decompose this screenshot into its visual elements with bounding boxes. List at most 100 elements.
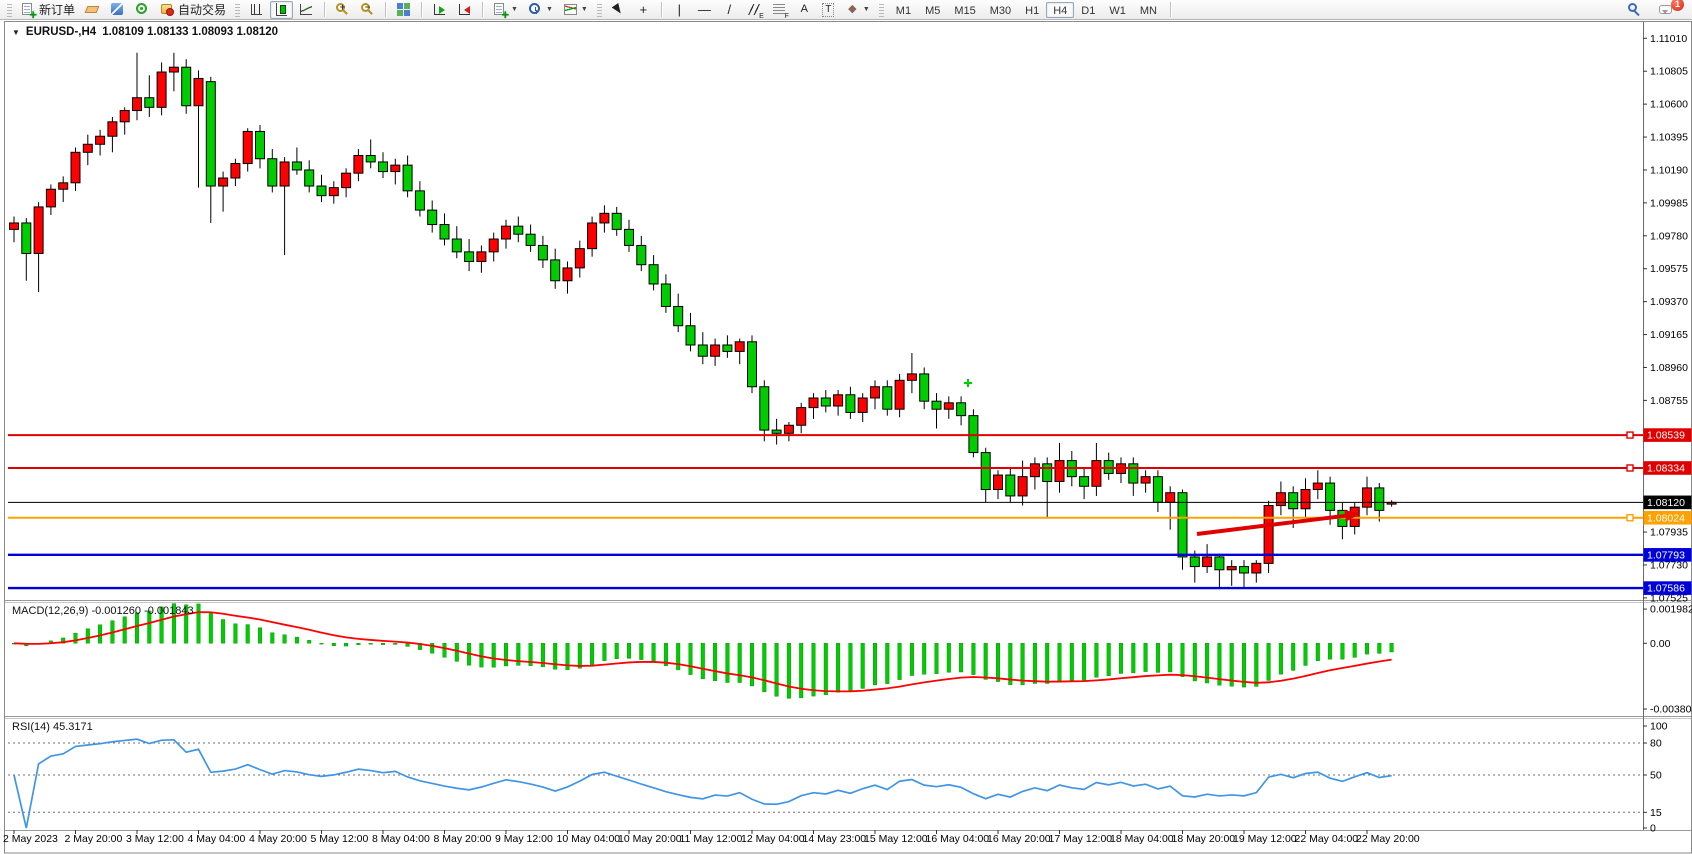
candle-body bbox=[1042, 463, 1053, 482]
price-axis-tick: 1.09575 bbox=[1650, 263, 1688, 275]
candle-body bbox=[808, 397, 819, 409]
toolbar-grip[interactable] bbox=[7, 2, 12, 17]
current-price-label bbox=[1643, 495, 1692, 510]
time-axis-label: 11 May 12:00 bbox=[680, 833, 743, 845]
toolbar-separator bbox=[482, 2, 484, 17]
search-button[interactable] bbox=[1622, 1, 1645, 19]
candle-body bbox=[255, 130, 265, 160]
candle-body bbox=[685, 325, 696, 346]
line-chart-button[interactable] bbox=[295, 1, 318, 19]
candle-body bbox=[21, 222, 32, 254]
candle-body bbox=[1362, 487, 1372, 508]
candle-body bbox=[168, 66, 179, 73]
cursor-tool-button[interactable] bbox=[607, 1, 630, 20]
indicators-button[interactable]: ▼ bbox=[559, 1, 592, 19]
price-axis-tick: 1.10190 bbox=[1650, 164, 1688, 176]
new-chart-button[interactable]: ▼ bbox=[489, 1, 522, 21]
arrow-head[interactable] bbox=[1344, 509, 1360, 522]
tile-windows-icon bbox=[396, 2, 411, 17]
candle-body bbox=[722, 344, 733, 352]
shapes-tool-button[interactable]: ◆ ▼ bbox=[841, 1, 874, 19]
timeframe-M30[interactable]: M30 bbox=[989, 4, 1012, 17]
line-handle[interactable] bbox=[1626, 431, 1634, 439]
candle-body bbox=[697, 344, 708, 357]
timeframe-M1[interactable]: M1 bbox=[895, 4, 912, 17]
vertical-line-tool-button[interactable]: | bbox=[668, 1, 691, 19]
macd-axis-tick: 0.00 bbox=[1650, 638, 1671, 650]
candle-body bbox=[673, 305, 684, 327]
timeframe-M5[interactable]: M5 bbox=[925, 4, 941, 17]
toolbar-separator bbox=[660, 2, 662, 17]
chart-title-symbol: EURUSD-,H4 bbox=[25, 26, 97, 38]
toolbar-grip[interactable] bbox=[596, 2, 602, 17]
time-axis-label: 9 May 12:00 bbox=[495, 833, 553, 845]
candle-body bbox=[1202, 556, 1213, 568]
text-label-tool-button[interactable]: T bbox=[818, 1, 839, 19]
indicators-icon bbox=[563, 2, 578, 17]
fibonacci-tool-button[interactable]: F bbox=[768, 1, 791, 20]
zoom-in-button[interactable] bbox=[331, 1, 354, 19]
chart-background bbox=[0, 20, 1692, 854]
new-order-label: 新订单 bbox=[39, 3, 76, 17]
time-axis-label: 10 May 04:00 bbox=[557, 833, 621, 845]
candle-body bbox=[242, 130, 253, 165]
text-tool-button[interactable]: A bbox=[793, 1, 816, 19]
chart-shift-button[interactable] bbox=[453, 1, 476, 19]
signals-button[interactable] bbox=[131, 1, 154, 19]
time-axis[interactable]: 2 May 2023 2 May 20:00 3 May 12:00 4 May 04… bbox=[3, 830, 1420, 845]
periods-button[interactable]: ▼ bbox=[524, 1, 557, 19]
market-watch-button[interactable] bbox=[106, 1, 129, 19]
timeframe-W1[interactable]: W1 bbox=[1109, 4, 1126, 17]
horizontal-line-icon: — bbox=[697, 2, 711, 17]
level-line-label bbox=[1643, 510, 1692, 525]
new-order-button[interactable]: 新订单 bbox=[17, 1, 79, 21]
rsi-axis: 100 80 50 15 0 bbox=[1643, 721, 1668, 835]
arrow-annotation[interactable] bbox=[1196, 513, 1346, 536]
auto-scroll-button[interactable] bbox=[428, 1, 451, 19]
candle-body bbox=[857, 397, 868, 413]
timeframe-H4[interactable]: H4 bbox=[1046, 1, 1075, 18]
macd-axis-tick: 0.001982 bbox=[1650, 604, 1692, 616]
candlestick-chart-button[interactable] bbox=[270, 0, 294, 19]
crosshair-tool-button[interactable]: + bbox=[632, 1, 655, 19]
time-axis-label: 8 May 04:00 bbox=[372, 833, 430, 845]
plus-marker-annotation[interactable] bbox=[964, 379, 972, 387]
rsi-axis-tick: 0 bbox=[1650, 823, 1656, 835]
timeframe-MN[interactable]: MN bbox=[1139, 4, 1157, 17]
bar-chart-button[interactable] bbox=[245, 1, 268, 19]
candle-body bbox=[33, 206, 44, 254]
line-handle[interactable] bbox=[1626, 464, 1634, 472]
text-label-icon: T bbox=[822, 2, 835, 17]
time-axis-label: 22 May 20:00 bbox=[1356, 833, 1420, 845]
toolbar-right-tools: 1 bbox=[1622, 0, 1688, 19]
candle-body bbox=[710, 344, 721, 357]
rsi-axis-tick: 100 bbox=[1650, 721, 1668, 733]
zoom-out-button[interactable] bbox=[356, 1, 379, 19]
channel-tool-button[interactable]: E bbox=[743, 1, 766, 20]
macd-signal-line bbox=[13, 611, 1392, 693]
candle-body bbox=[648, 264, 659, 285]
eraser-button[interactable] bbox=[81, 1, 104, 19]
candle-body bbox=[119, 110, 130, 123]
notifications-button[interactable]: 1 bbox=[1655, 0, 1684, 19]
timeframe-H1[interactable]: H1 bbox=[1025, 4, 1040, 17]
toolbar-grip[interactable] bbox=[235, 2, 241, 17]
toolbar-grip[interactable] bbox=[878, 2, 884, 17]
timeframe-M15[interactable]: M15 bbox=[954, 4, 976, 17]
line-handle[interactable] bbox=[1626, 514, 1634, 522]
timeframe-D1[interactable]: D1 bbox=[1081, 4, 1096, 17]
chart-shift-icon bbox=[457, 2, 472, 17]
trendline-tool-button[interactable]: / bbox=[718, 1, 741, 19]
time-axis-label: 18 May 04:00 bbox=[1110, 833, 1174, 845]
horizontal-line-tool-button[interactable]: — bbox=[693, 1, 716, 19]
support-line-label-text: 1.07586 bbox=[1647, 583, 1685, 595]
candle-body bbox=[771, 429, 782, 434]
candle-body bbox=[1226, 566, 1237, 571]
tile-windows-button[interactable] bbox=[392, 1, 415, 19]
candle-body bbox=[1029, 463, 1040, 478]
candle-body bbox=[636, 244, 647, 266]
symbol-dropdown-toggle[interactable]: ▼ bbox=[12, 27, 20, 37]
auto-trading-button[interactable]: 自动交易 bbox=[156, 1, 230, 19]
